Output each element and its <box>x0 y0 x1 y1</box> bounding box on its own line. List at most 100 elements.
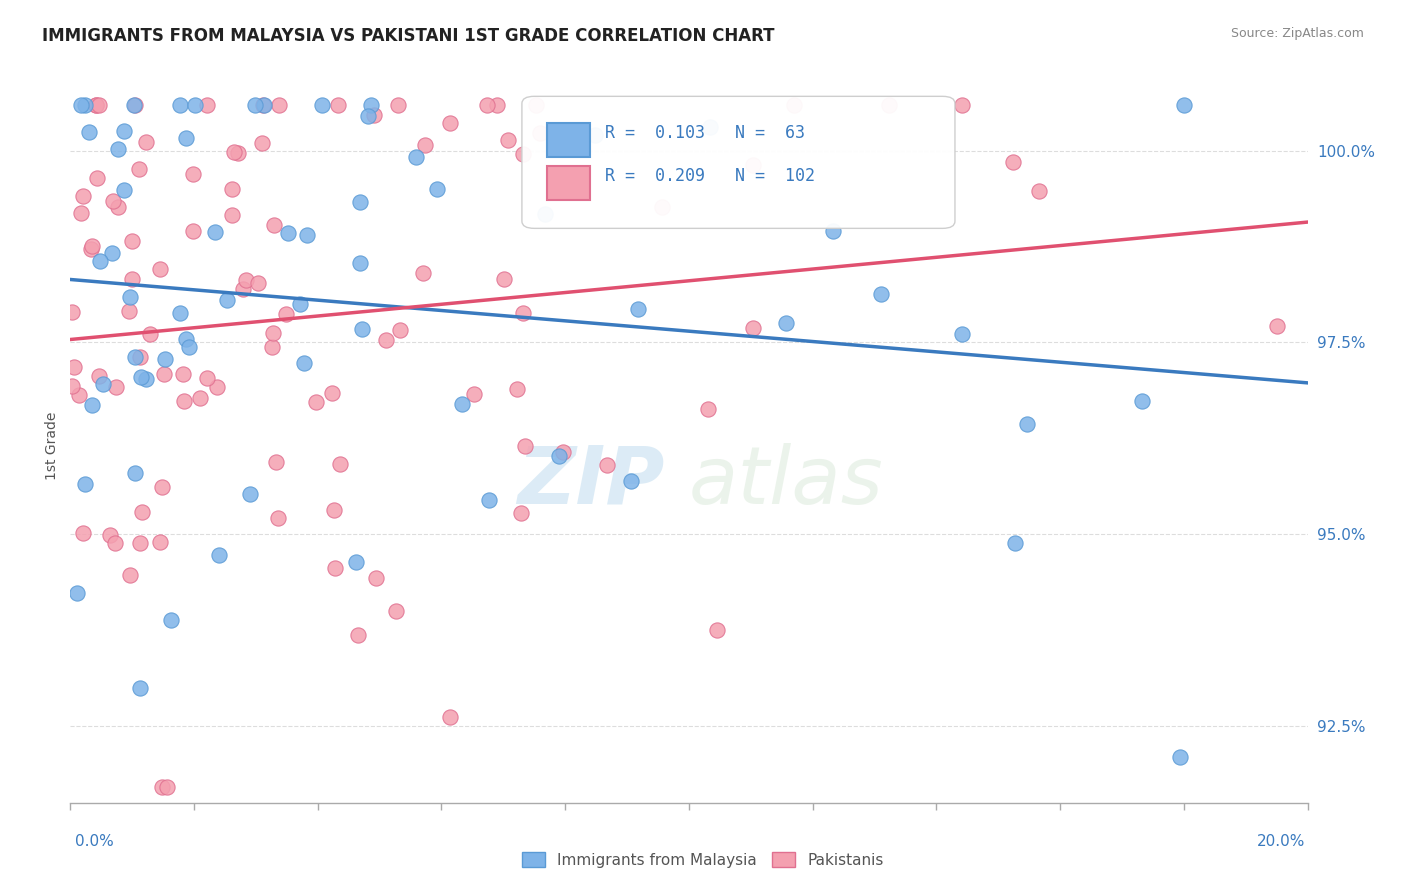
Point <box>124 466 146 480</box>
Point <box>706 623 728 637</box>
Point <box>512 306 534 320</box>
Point <box>107 200 129 214</box>
Point <box>426 182 449 196</box>
Point <box>84 97 107 112</box>
Text: 0.0%: 0.0% <box>75 834 114 849</box>
Point <box>596 458 619 472</box>
Point <box>122 97 145 112</box>
Point <box>70 97 93 112</box>
Point <box>72 526 94 541</box>
Point <box>329 458 352 472</box>
Point <box>150 780 173 795</box>
Point <box>321 385 343 400</box>
Point <box>485 97 508 112</box>
Point <box>869 287 891 301</box>
Point <box>262 326 284 341</box>
Text: IMMIGRANTS FROM MALAYSIA VS PAKISTANI 1ST GRADE CORRELATION CHART: IMMIGRANTS FROM MALAYSIA VS PAKISTANI 1S… <box>42 27 775 45</box>
Point <box>239 487 262 501</box>
Point <box>1265 319 1288 334</box>
Point <box>174 131 197 145</box>
Point <box>226 146 249 161</box>
Point <box>439 710 461 724</box>
Point <box>204 225 226 239</box>
Point <box>181 224 204 238</box>
Point <box>697 402 720 417</box>
Point <box>215 293 238 307</box>
Point <box>156 780 179 795</box>
Point <box>295 228 318 243</box>
Point <box>529 126 551 140</box>
Point <box>75 97 97 112</box>
Point <box>121 272 143 286</box>
Point <box>105 380 128 394</box>
Point <box>118 303 141 318</box>
Point <box>263 218 285 232</box>
Point <box>246 276 269 290</box>
Point <box>877 97 900 112</box>
Text: atlas: atlas <box>689 442 884 521</box>
Point <box>73 477 96 491</box>
Point <box>177 340 200 354</box>
Point <box>405 150 427 164</box>
Point <box>84 97 107 112</box>
Point <box>352 322 374 336</box>
Point <box>627 302 650 317</box>
Point <box>80 399 103 413</box>
Point <box>1173 97 1195 112</box>
Point <box>439 116 461 130</box>
Point <box>131 505 153 519</box>
Point <box>364 571 387 585</box>
Point <box>344 555 367 569</box>
Text: 20.0%: 20.0% <box>1257 834 1305 849</box>
Point <box>252 97 274 112</box>
Text: R =  0.209   N =  102: R = 0.209 N = 102 <box>605 168 815 186</box>
Point <box>174 332 197 346</box>
Point <box>107 142 129 156</box>
Point <box>79 124 101 138</box>
Point <box>221 181 243 195</box>
Point <box>60 378 83 392</box>
Point <box>496 132 519 146</box>
Point <box>775 316 797 330</box>
Point <box>100 245 122 260</box>
Point <box>1004 535 1026 549</box>
Point <box>195 370 218 384</box>
Point <box>347 627 370 641</box>
Point <box>651 200 673 214</box>
Point <box>513 439 536 453</box>
Point <box>325 560 347 574</box>
Point <box>221 208 243 222</box>
Point <box>262 340 284 354</box>
Point <box>524 97 547 112</box>
Point <box>118 568 141 582</box>
Point <box>387 97 409 112</box>
Point <box>60 305 83 319</box>
Point <box>128 681 150 696</box>
Point <box>267 97 290 112</box>
Point <box>67 388 90 402</box>
Text: R =  0.103   N =  63: R = 0.103 N = 63 <box>605 125 804 143</box>
Point <box>412 266 434 280</box>
Point <box>87 369 110 384</box>
Point <box>129 370 152 384</box>
Point <box>188 392 211 406</box>
Point <box>288 297 311 311</box>
Point <box>292 356 315 370</box>
Point <box>492 272 515 286</box>
Point <box>103 194 125 209</box>
Point <box>699 120 721 134</box>
Point <box>277 226 299 240</box>
Point <box>86 171 108 186</box>
Bar <box>547 123 591 157</box>
Point <box>742 321 765 335</box>
Point <box>363 108 385 122</box>
Point <box>1130 393 1153 408</box>
Point <box>66 586 89 600</box>
Point <box>208 548 231 562</box>
Point <box>326 97 349 112</box>
Point <box>181 167 204 181</box>
Point <box>475 97 498 112</box>
Point <box>548 449 571 463</box>
Point <box>63 359 86 374</box>
Point <box>138 327 160 342</box>
